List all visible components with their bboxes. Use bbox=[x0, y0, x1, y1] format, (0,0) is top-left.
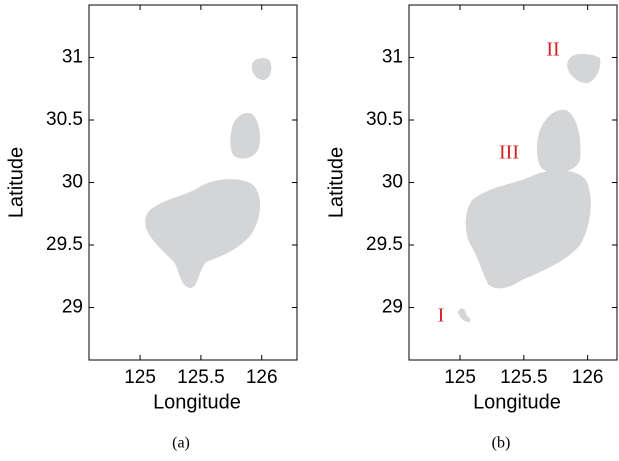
annotation: III bbox=[499, 142, 519, 164]
x-tick-label: 125 bbox=[124, 367, 156, 388]
annotation: II bbox=[546, 39, 559, 61]
island bbox=[145, 179, 261, 288]
y-tick-label: 29.5 bbox=[366, 234, 403, 255]
y-tick-label: 29 bbox=[382, 297, 403, 318]
y-axis-label: Latitude bbox=[325, 147, 347, 218]
island bbox=[458, 308, 471, 322]
y-tick-label: 31 bbox=[62, 47, 83, 68]
island bbox=[230, 112, 260, 159]
y-tick-label: 30.5 bbox=[366, 109, 403, 130]
x-tick-label: 125 bbox=[444, 367, 476, 388]
island bbox=[465, 170, 591, 289]
y-tick-label: 29.5 bbox=[46, 234, 83, 255]
y-tick-label: 29 bbox=[62, 297, 83, 318]
y-tick-label: 30.5 bbox=[46, 109, 83, 130]
panel-b-land bbox=[458, 53, 601, 322]
island bbox=[536, 109, 581, 173]
y-tick-label: 30 bbox=[382, 172, 403, 193]
island bbox=[567, 53, 601, 84]
panel-a-land bbox=[145, 58, 272, 288]
y-tick-label: 31 bbox=[382, 47, 403, 68]
axes-frame bbox=[88, 4, 298, 361]
caption: (b) bbox=[492, 435, 511, 452]
x-tick-label: 126 bbox=[572, 367, 604, 388]
caption: (a) bbox=[172, 435, 190, 452]
island bbox=[251, 58, 272, 80]
x-axis-label: Longitude bbox=[473, 391, 561, 413]
x-tick-label: 125.5 bbox=[500, 367, 548, 388]
y-tick-label: 30 bbox=[62, 172, 83, 193]
y-axis-label: Latitude bbox=[5, 147, 27, 218]
x-axis-label: Longitude bbox=[153, 391, 241, 413]
x-tick-label: 125.5 bbox=[177, 367, 225, 388]
annotation: I bbox=[438, 305, 445, 327]
x-tick-label: 126 bbox=[246, 367, 278, 388]
